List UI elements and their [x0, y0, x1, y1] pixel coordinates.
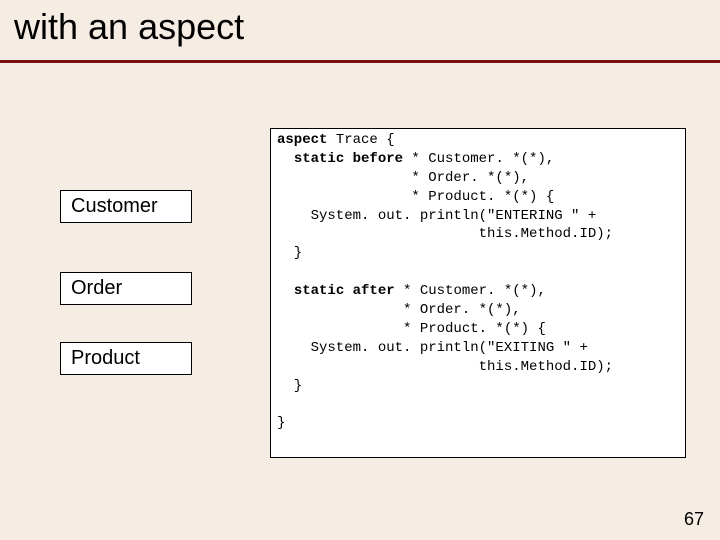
page-title: with an aspect [14, 6, 244, 48]
entity-box: Order [60, 272, 192, 305]
code-block: aspect Trace { static before * Customer.… [270, 128, 686, 458]
entity-box: Product [60, 342, 192, 375]
title-underline [0, 60, 720, 63]
page-number: 67 [684, 509, 704, 530]
entity-box: Customer [60, 190, 192, 223]
slide: with an aspect Customer Order Product aspe… [0, 0, 720, 540]
